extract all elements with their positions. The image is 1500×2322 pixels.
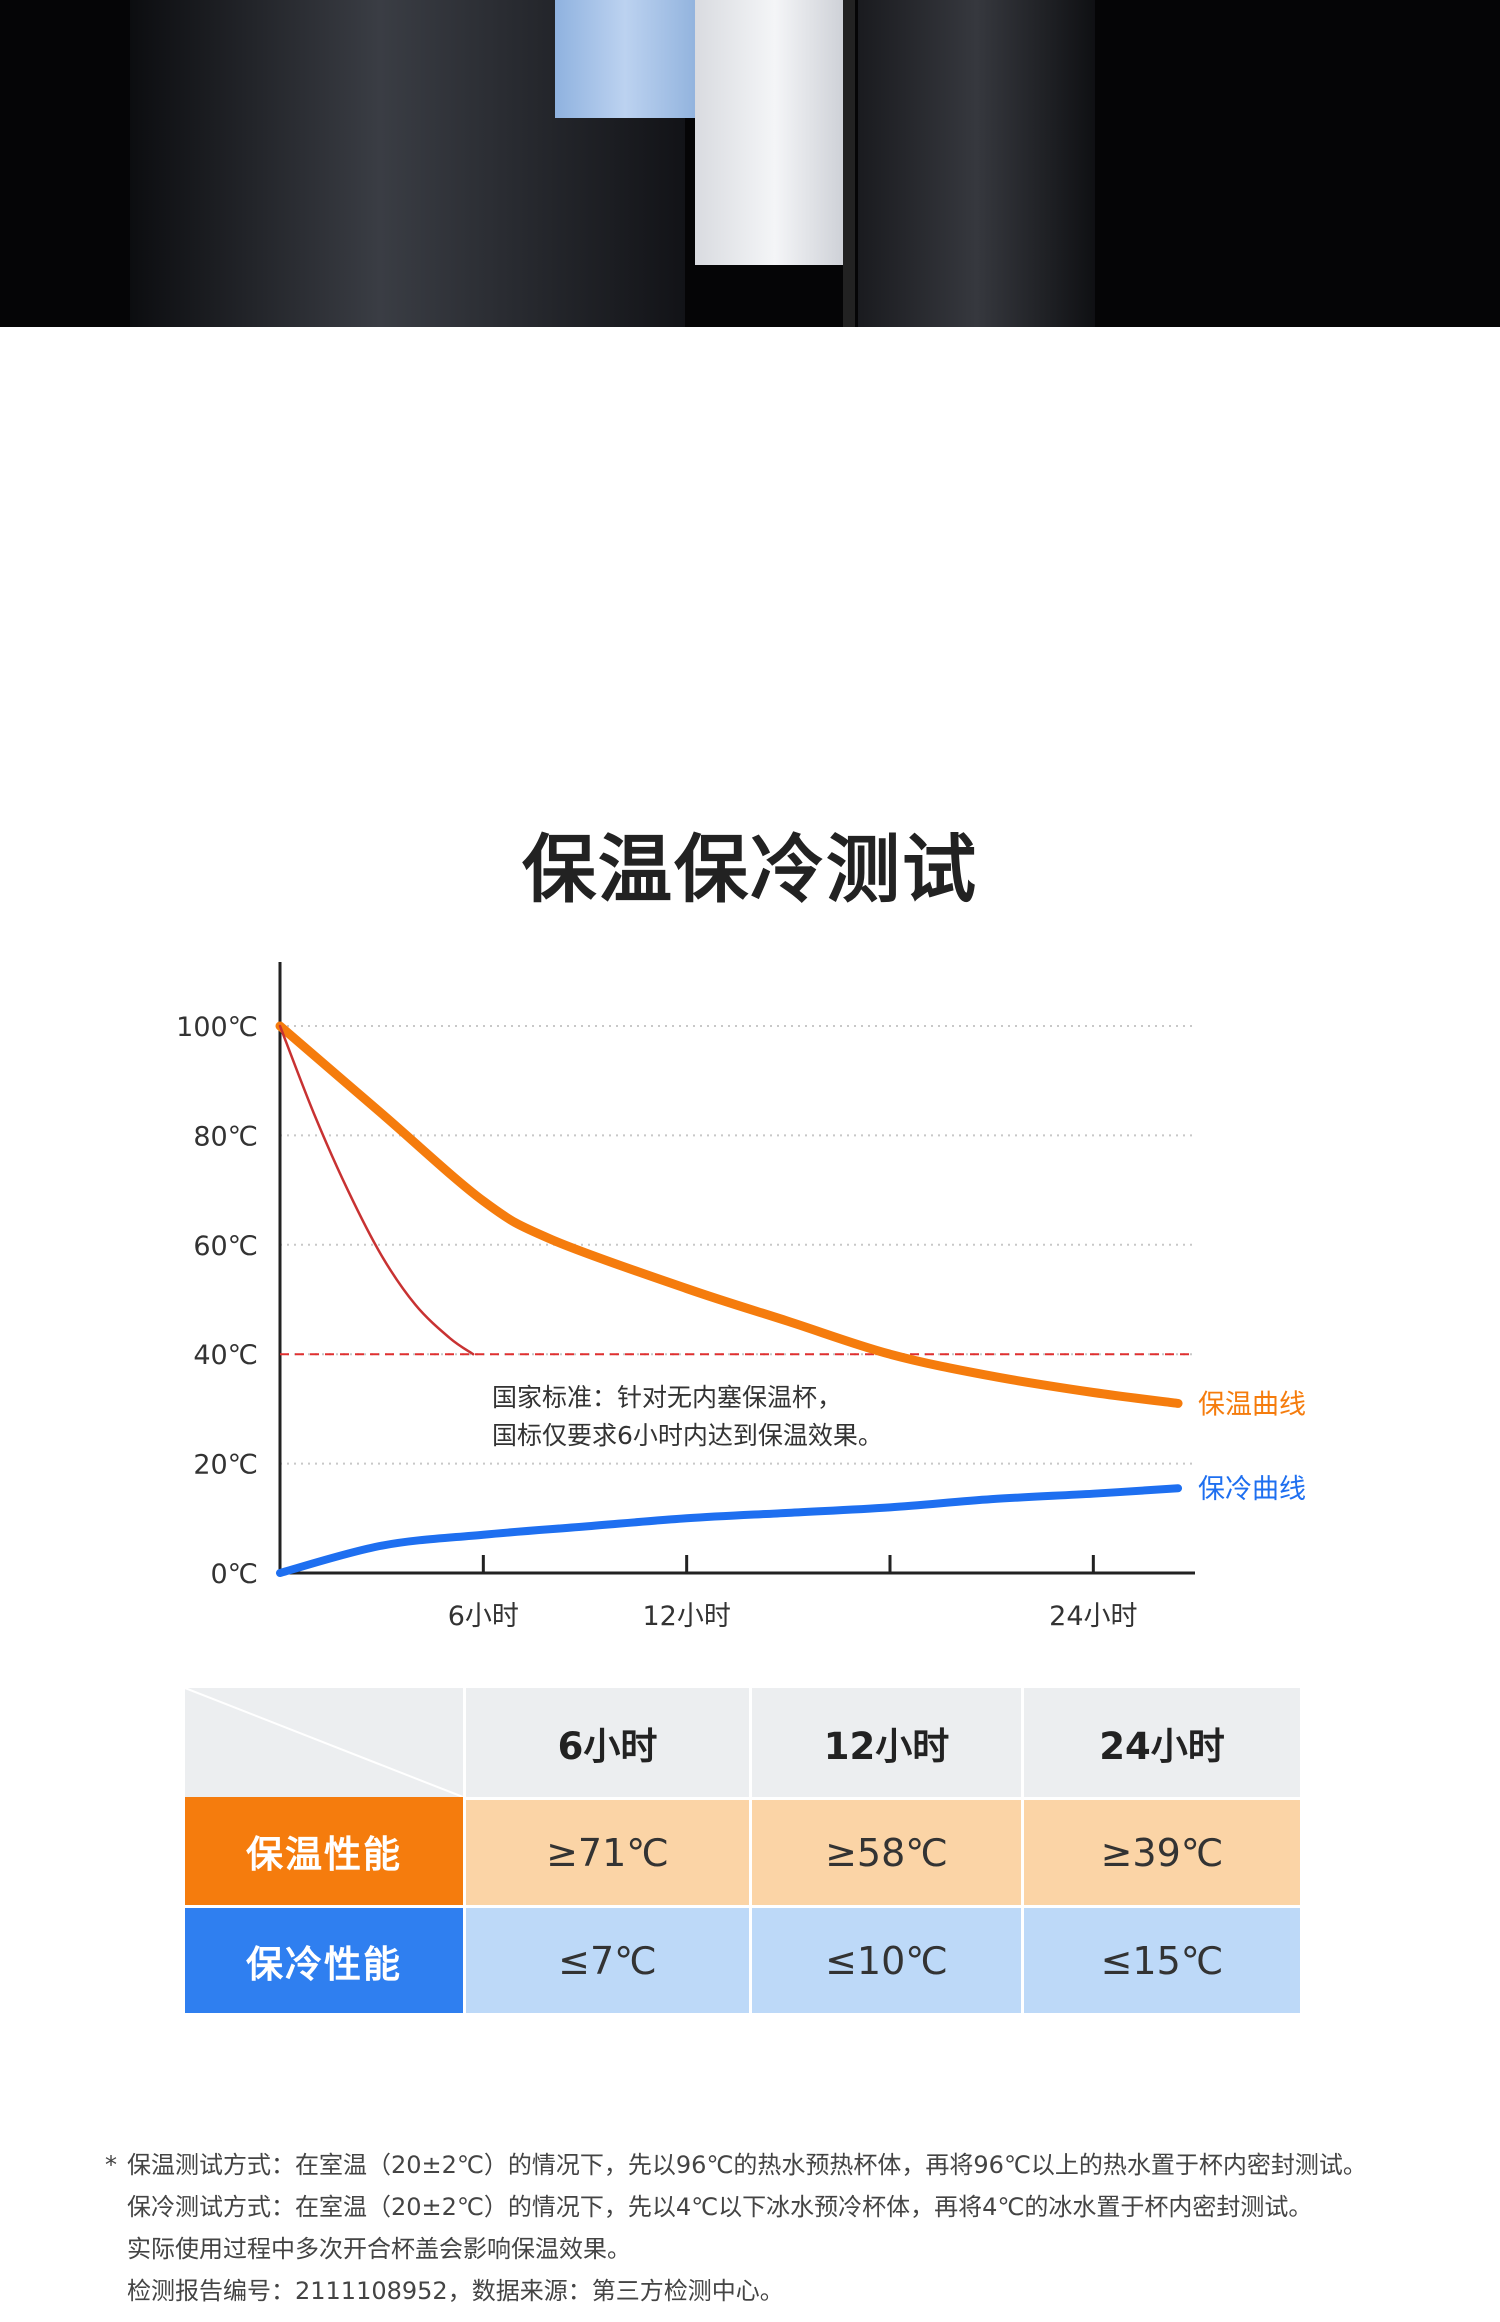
- footnotes: * 保温测试方式：在室温（20±2℃）的情况下，先以96℃的热水预热杯体，再将96…: [105, 2144, 1445, 2312]
- header-12h: 12小时: [749, 1688, 1021, 1797]
- header-24h: 24小时: [1021, 1688, 1300, 1797]
- page-title: 保温保冷测试: [0, 820, 1500, 920]
- footnote-line: 保冷测试方式：在室温（20±2℃）的情况下，先以4℃以下冰水预冷杯体，再将4℃的…: [105, 2186, 1445, 2228]
- warm-12h: ≥58℃: [749, 1797, 1021, 1905]
- cold-curve: [280, 1488, 1178, 1573]
- x-tick-label: 24小时: [1049, 1601, 1137, 1630]
- y-tick-label: 0℃: [210, 1559, 258, 1590]
- x-tick-label: 6小时: [448, 1601, 519, 1630]
- y-tick-label: 60℃: [193, 1231, 258, 1262]
- cold-6h: ≤7℃: [463, 1905, 749, 2013]
- cold-24h: ≤15℃: [1021, 1905, 1300, 2013]
- footnote-text: 保温测试方式：在室温（20±2℃）的情况下，先以96℃的热水预热杯体，再将96℃…: [127, 2151, 1367, 2179]
- standard-curve: [280, 1026, 473, 1354]
- warm-24h: ≥39℃: [1021, 1797, 1300, 1905]
- footnote-line: * 保温测试方式：在室温（20±2℃）的情况下，先以96℃的热水预热杯体，再将96…: [105, 2144, 1445, 2186]
- warm-6h: ≥71℃: [463, 1797, 749, 1905]
- y-tick-label: 20℃: [193, 1450, 258, 1481]
- chart-axes: [278, 962, 1195, 1573]
- y-tick-label: 40℃: [193, 1340, 258, 1371]
- warm-curve-label: 保温曲线: [1198, 1389, 1306, 1420]
- cold-12h: ≤10℃: [749, 1905, 1021, 2013]
- footnote-line: 检测报告编号：2111108952，数据来源：第三方检测中心。: [105, 2270, 1445, 2312]
- footnote-text: 保冷测试方式：在室温（20±2℃）的情况下，先以4℃以下冰水预冷杯体，再将4℃的…: [127, 2193, 1312, 2221]
- product-photo-art: [0, 0, 1500, 327]
- performance-table: 6小时 12小时 24小时 保温性能 ≥71℃ ≥58℃ ≥39℃ 保冷性能 ≤…: [185, 1688, 1300, 2013]
- y-tick-label: 80℃: [193, 1121, 258, 1152]
- chart-series: [280, 1026, 1195, 1573]
- footnote-line: 实际使用过程中多次开合杯盖会影响保温效果。: [105, 2228, 1445, 2270]
- standard-annotation: 国标仅要求6小时内达到保温效果。: [492, 1421, 883, 1450]
- x-tick-label: 12小时: [642, 1601, 730, 1630]
- footnote-text: 检测报告编号：2111108952，数据来源：第三方检测中心。: [127, 2277, 784, 2305]
- table-corner: [185, 1688, 463, 1797]
- corner-diagonal: [185, 1688, 463, 1797]
- product-photo: [0, 0, 1500, 327]
- y-tick-label: 100℃: [176, 1012, 258, 1043]
- warm-curve: [280, 1026, 1178, 1403]
- row-label-warm: 保温性能: [185, 1797, 463, 1905]
- footnote-star: *: [105, 2144, 117, 2186]
- footnote-text: 实际使用过程中多次开合杯盖会影响保温效果。: [127, 2235, 631, 2263]
- standard-annotation: 国家标准：针对无内塞保温杯，: [492, 1383, 842, 1412]
- row-label-cold: 保冷性能: [185, 1905, 463, 2013]
- cold-curve-label: 保冷曲线: [1198, 1474, 1306, 1505]
- header-6h: 6小时: [463, 1688, 749, 1797]
